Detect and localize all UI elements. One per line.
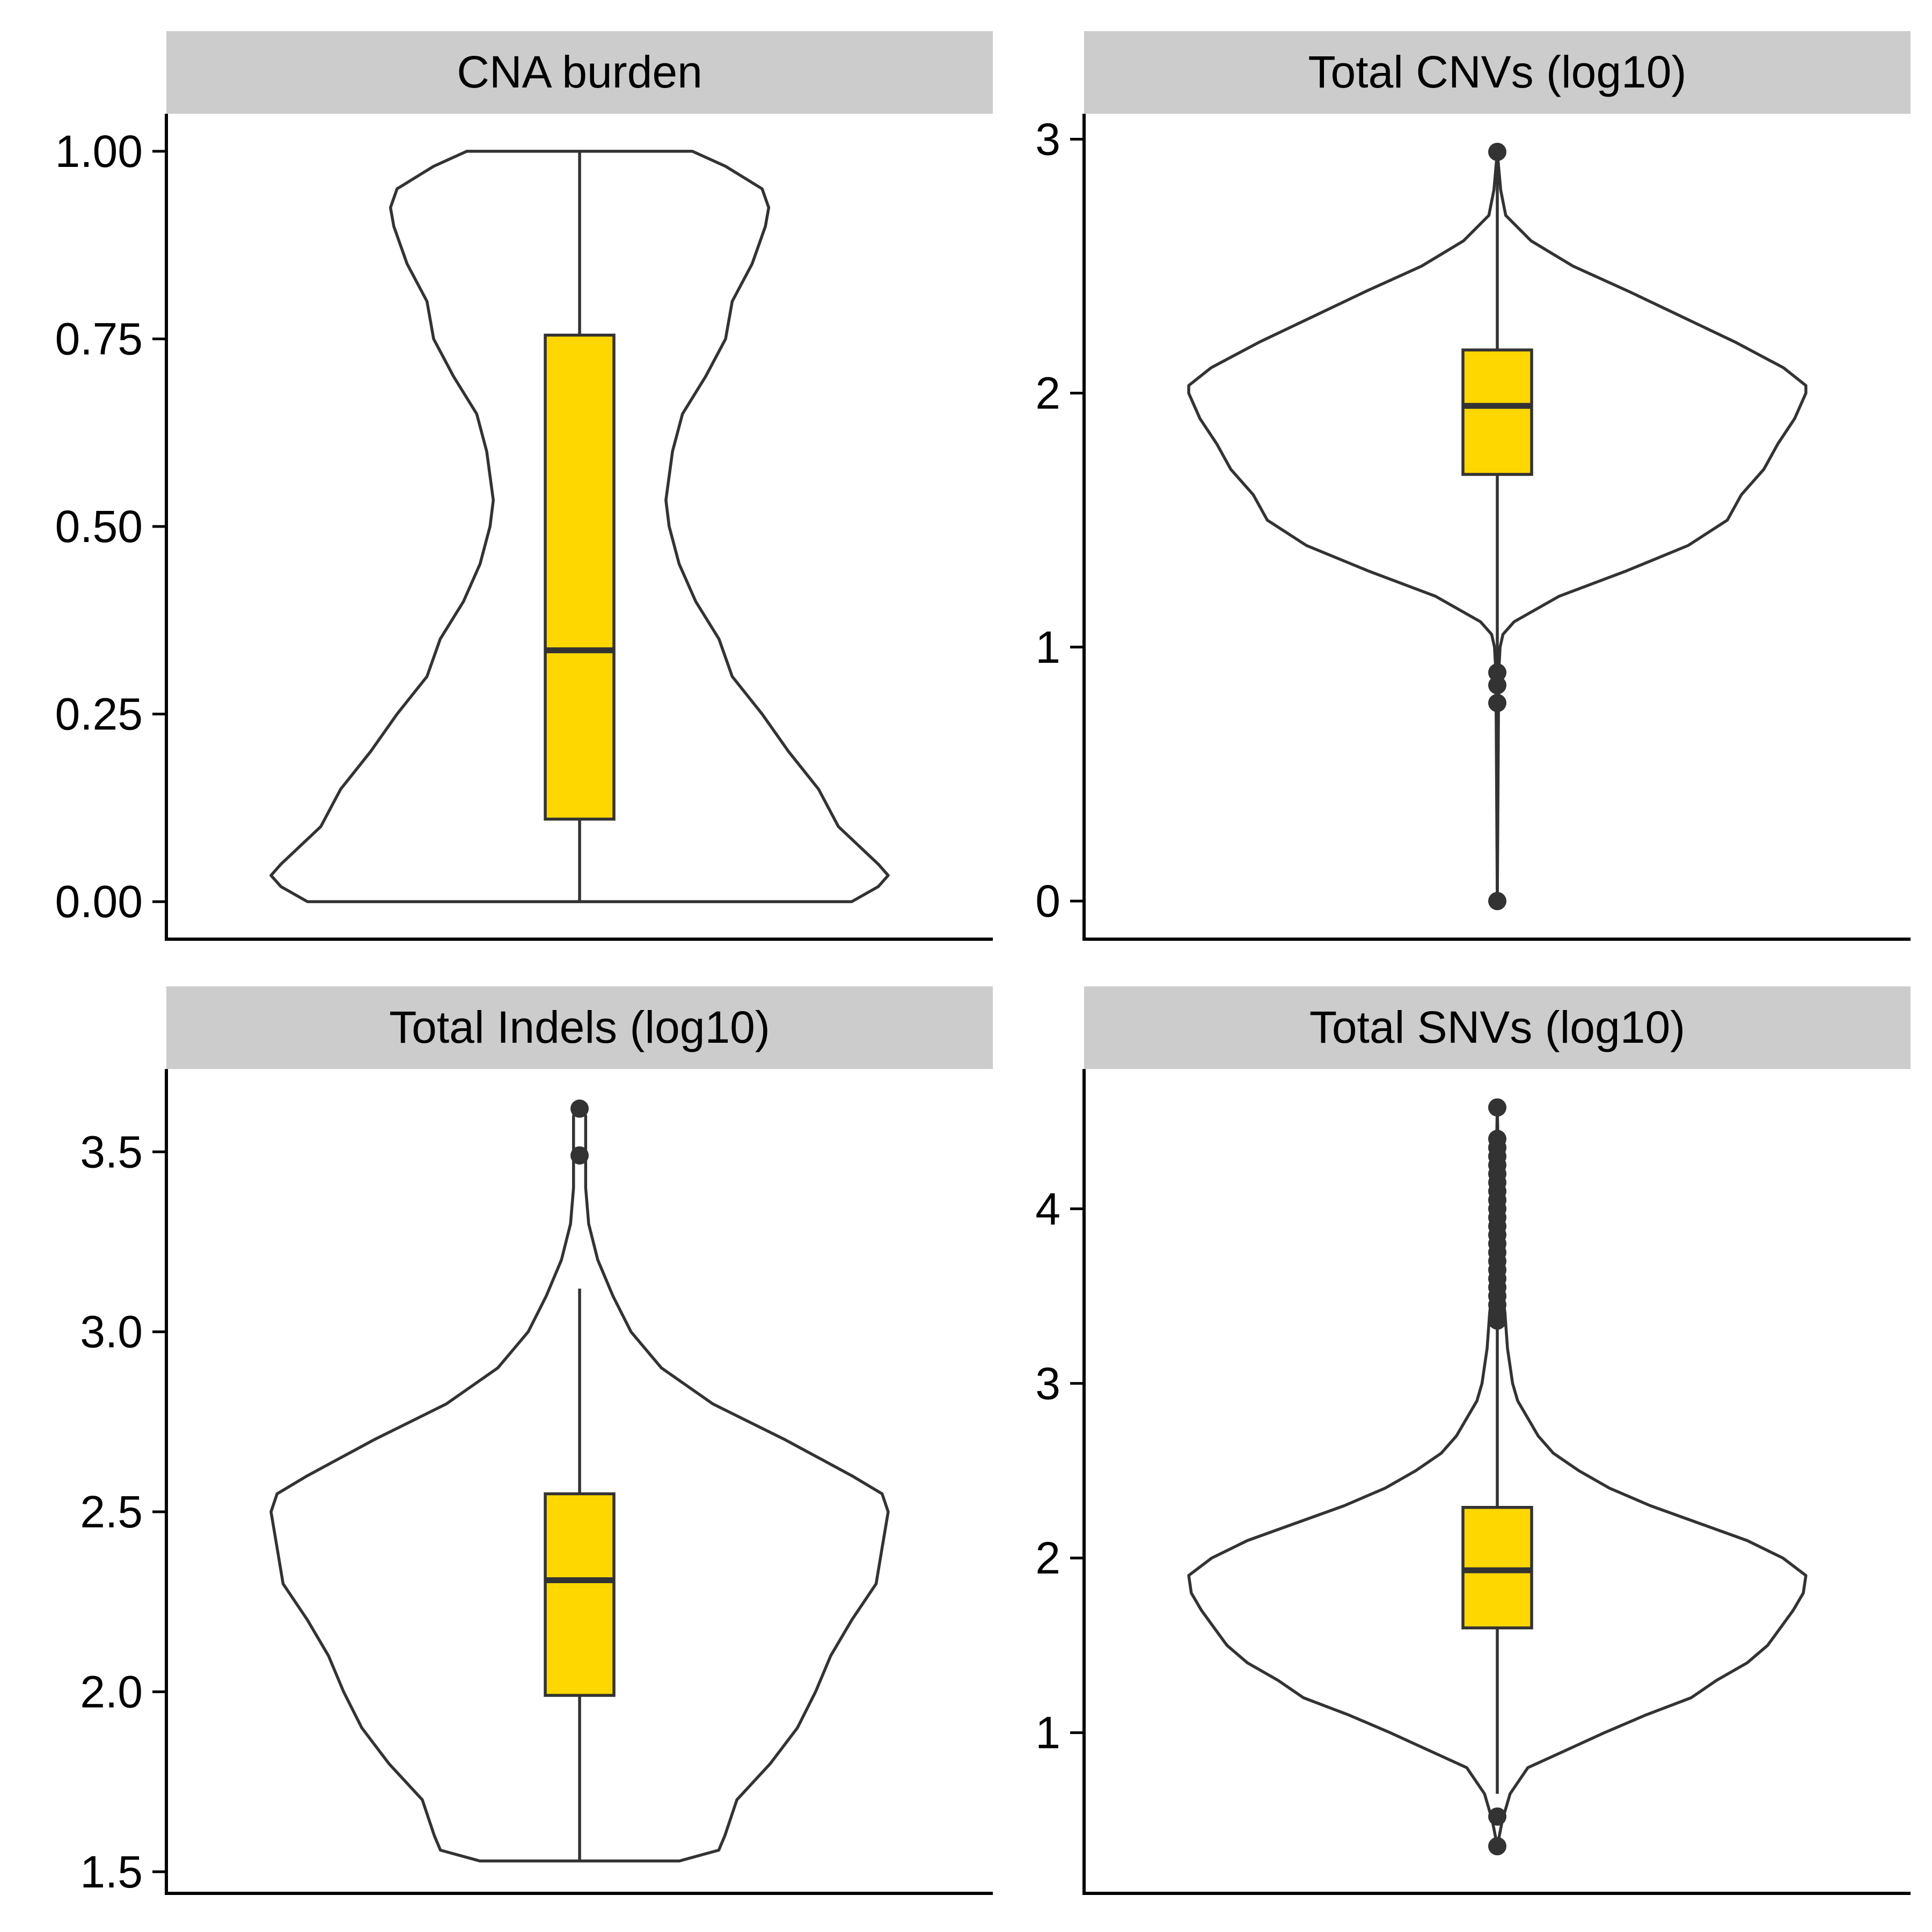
y-tick-label: 0 bbox=[1035, 876, 1060, 926]
outlier-point bbox=[1488, 663, 1506, 682]
y-tick-label: 3 bbox=[1035, 1358, 1060, 1409]
strip-title: Total SNVs (log10) bbox=[1309, 1002, 1685, 1052]
y-tick-label: 3.0 bbox=[80, 1307, 143, 1357]
violin-outline bbox=[269, 150, 890, 903]
box-iqr bbox=[544, 1492, 616, 1697]
outlier-point bbox=[1488, 1130, 1506, 1148]
y-tick-label: 0.00 bbox=[55, 876, 143, 927]
panel-4: Total SNVs (log10) 1 2 3 4 bbox=[1035, 986, 1911, 1895]
y-tick-label: 3.5 bbox=[80, 1126, 143, 1177]
box-iqr bbox=[544, 333, 616, 821]
strip-title: Total CNVs (log10) bbox=[1308, 47, 1687, 97]
y-tick-label: 1.5 bbox=[80, 1847, 143, 1897]
strip-title: Total Indels (log10) bbox=[389, 1002, 770, 1052]
y-tick-label: 0.75 bbox=[55, 313, 143, 364]
strip-header bbox=[166, 31, 993, 114]
outlier-point bbox=[1488, 1837, 1506, 1856]
outlier-point bbox=[1488, 142, 1506, 161]
y-tick-label: 0.50 bbox=[55, 501, 143, 552]
y-tick-label: 4 bbox=[1035, 1183, 1060, 1234]
y-tick-label: 2 bbox=[1035, 1533, 1060, 1583]
outlier-point bbox=[570, 1099, 589, 1118]
y-tick-label: 3 bbox=[1035, 114, 1060, 164]
y-tick-label: 0.25 bbox=[55, 689, 143, 740]
strip-header bbox=[1084, 31, 1911, 114]
outlier-point bbox=[1488, 1098, 1506, 1117]
outlier-point bbox=[1488, 676, 1506, 694]
y-tick-label: 2.0 bbox=[80, 1666, 143, 1717]
outlier-point bbox=[1488, 892, 1506, 911]
outlier-point bbox=[570, 1146, 589, 1165]
panel-2: Total CNVs (log10) 0 1 2 3 bbox=[1035, 31, 1911, 941]
strip-header bbox=[166, 986, 993, 1069]
y-tick-label: 1.00 bbox=[55, 126, 143, 177]
strip-header bbox=[1084, 986, 1911, 1069]
y-tick-label: 1 bbox=[1035, 622, 1060, 672]
strip-title: CNA burden bbox=[457, 47, 702, 97]
y-tick-label: 1 bbox=[1035, 1708, 1060, 1758]
panel-3: Total Indels (log10) 1.5 2.0 2.5 3.0 3.5 bbox=[80, 986, 993, 1897]
outlier-point bbox=[1488, 693, 1506, 712]
y-tick-label: 2 bbox=[1035, 368, 1060, 419]
panel-1: CNA burden 0.00 0.25 0.50 0.75 1.00 bbox=[55, 31, 993, 941]
outlier-point bbox=[1488, 1807, 1506, 1826]
y-tick-label: 2.5 bbox=[80, 1487, 143, 1537]
box-iqr bbox=[1461, 348, 1533, 476]
